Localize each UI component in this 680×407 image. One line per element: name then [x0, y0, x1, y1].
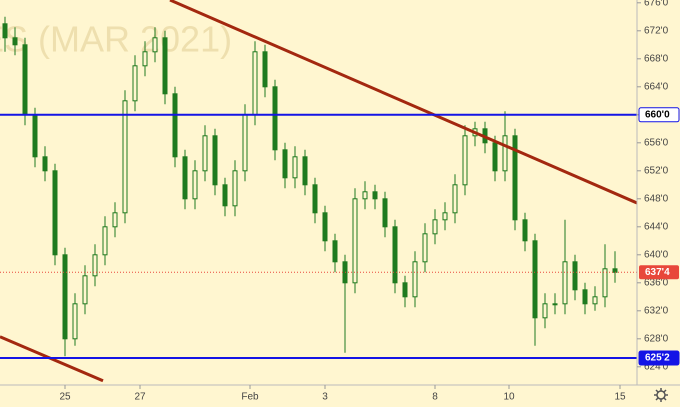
candle-body — [272, 86, 278, 151]
candle-body — [182, 156, 188, 200]
candle-body — [582, 289, 588, 305]
x-tick-label: 10 — [503, 392, 515, 403]
candle-body — [452, 184, 458, 214]
candle-body — [382, 198, 388, 228]
candle-body — [412, 261, 418, 298]
candle-body — [202, 135, 208, 172]
candle-body — [102, 226, 108, 256]
candle-body — [422, 233, 428, 263]
candle-body — [532, 240, 538, 319]
candle-body — [322, 212, 328, 242]
candle-body — [192, 170, 198, 200]
candle-body — [72, 303, 78, 340]
plot-area — [0, 0, 637, 383]
candle-body — [112, 212, 118, 228]
x-tick-label: 3 — [322, 392, 328, 403]
candle-body — [82, 275, 88, 305]
candle-body — [132, 65, 138, 102]
y-tick-label: 648'0 — [644, 193, 669, 204]
candle-body — [2, 23, 8, 39]
x-tick-label: 8 — [432, 392, 438, 403]
price-label: 660'0 — [645, 109, 670, 120]
candle-body — [142, 51, 148, 67]
candle-body — [462, 135, 468, 186]
candle-body — [592, 296, 598, 305]
candle-body — [212, 135, 218, 186]
x-tick-label: 15 — [614, 392, 626, 403]
candle-body — [392, 226, 398, 284]
candle-body — [32, 114, 38, 158]
candle-body — [252, 51, 258, 116]
settings-button[interactable] — [654, 388, 668, 402]
candle-body — [172, 93, 178, 158]
x-tick-label: 25 — [59, 392, 71, 403]
last-price-box — [639, 265, 679, 280]
candle-body — [22, 44, 28, 116]
candle-body — [332, 240, 338, 263]
y-tick-label: 664'0 — [644, 81, 669, 92]
candle-body — [522, 219, 528, 242]
candle-body — [92, 254, 98, 277]
y-tick-label: 652'0 — [644, 165, 669, 176]
candle-body — [52, 170, 58, 256]
candle-body — [62, 254, 68, 340]
candle-body — [442, 212, 448, 221]
candle-body — [552, 303, 558, 306]
x-tick-label: 27 — [134, 392, 146, 403]
axes: 624'0 628'0 632'0 636'0 640'0 644'0 648'0 652'0… — [59, 0, 680, 403]
candle-body — [372, 191, 378, 200]
price-label-box — [638, 350, 680, 366]
candle-body — [432, 219, 438, 235]
candle-body — [292, 156, 298, 179]
candle-body — [12, 37, 18, 46]
y-tick-label: 668'0 — [644, 53, 669, 64]
candle-body — [222, 184, 228, 207]
candle-body — [402, 282, 408, 298]
candle-body — [512, 135, 518, 221]
candle-body — [232, 170, 238, 207]
trend-line — [169, 0, 637, 205]
candle-body — [362, 191, 368, 200]
candle-body — [352, 198, 358, 284]
y-tick-label: 624'0 — [644, 361, 669, 372]
y-tick-label: 644'0 — [644, 221, 669, 232]
candle-body — [162, 37, 168, 95]
candle-body — [562, 261, 568, 305]
y-tick-label: 656'0 — [644, 137, 669, 148]
price-label: 625'2 — [645, 353, 670, 364]
candle-body — [302, 156, 308, 186]
candle-body — [42, 156, 48, 172]
y-tick-label: 672'0 — [644, 25, 669, 36]
candle-body — [242, 114, 248, 172]
price-label-box — [638, 107, 680, 123]
candle-body — [312, 184, 318, 214]
last-price-label: 637'4 — [645, 267, 670, 278]
candle-body — [282, 149, 288, 179]
candle-body — [612, 268, 618, 273]
candle-body — [122, 100, 128, 214]
y-tick-label: 632'0 — [644, 305, 669, 316]
y-tick-label: 628'0 — [644, 333, 669, 344]
candle-body — [602, 268, 608, 298]
x-tick-label: Feb — [241, 392, 259, 403]
candle-body — [502, 135, 508, 172]
y-tick-label: 636'0 — [644, 277, 669, 288]
y-tick-label: 676'0 — [644, 0, 669, 8]
candle-body — [262, 51, 268, 88]
candle-body — [492, 142, 498, 172]
watermark: ES (MAR 2021) — [0, 19, 232, 60]
candle-body — [152, 37, 158, 53]
candle-body — [542, 303, 548, 319]
y-tick-label: 640'0 — [644, 249, 669, 260]
candle-body — [572, 261, 578, 291]
